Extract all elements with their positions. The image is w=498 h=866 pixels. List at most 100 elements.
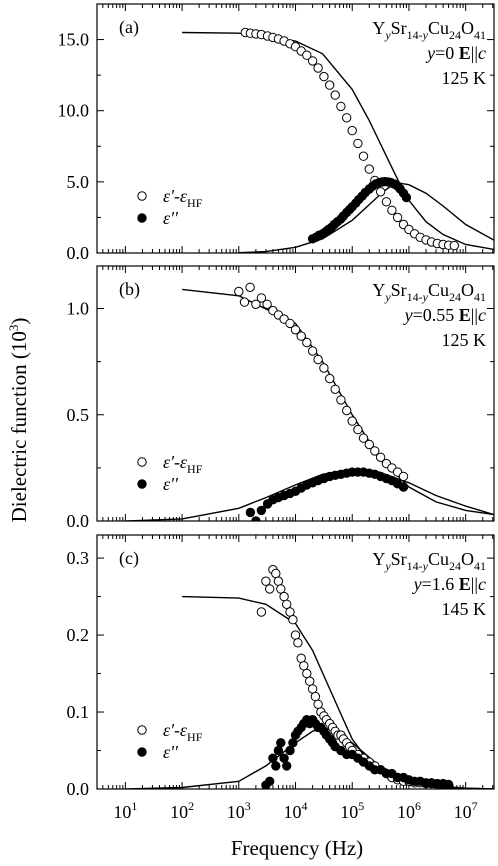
compound-sub-y2: y: [422, 559, 429, 573]
data-point-open: [358, 151, 369, 161]
data-point-open: [375, 187, 386, 197]
data-point-open: [279, 591, 289, 602]
x-tick-label: 106: [397, 799, 421, 822]
legend-real-main: ε'-ε: [163, 452, 188, 472]
data-point-filled: [279, 753, 289, 763]
data-point-filled: [265, 776, 275, 786]
data-point-open: [364, 164, 374, 174]
data-point-open: [251, 299, 261, 309]
y-axis-label-main: Dielectric function (10: [7, 331, 31, 522]
data-point-open: [336, 101, 346, 112]
data-point-open: [398, 471, 409, 482]
x-tick-label: 103: [227, 799, 251, 822]
data-point-open: [342, 113, 352, 123]
data-point-filled: [282, 761, 292, 771]
legend-imag-label: ε'': [163, 208, 179, 228]
data-point-open: [288, 615, 298, 625]
data-point-open: [256, 607, 267, 617]
data-point-filled: [401, 192, 412, 203]
y-tick-label: 0.2: [67, 625, 90, 645]
data-point-filled: [271, 761, 281, 771]
compound-Y: Y: [372, 18, 385, 38]
data-layer: [182, 27, 494, 253]
data-point-open: [313, 63, 323, 73]
data-point-open: [347, 416, 357, 426]
condition-var: y: [412, 574, 422, 594]
data-point-open: [330, 384, 340, 394]
y-tick-label: 15.0: [58, 30, 90, 50]
condition-vector: E: [459, 43, 471, 63]
x-tick-base: 10: [340, 802, 358, 822]
compound-Sr: Sr: [391, 280, 407, 300]
condition-vector: E: [459, 305, 471, 325]
y-axis-label-close: ): [7, 318, 31, 325]
legend-open-marker: [137, 725, 147, 735]
data-point-open: [296, 331, 306, 341]
condition-label: y=0.55 E||c: [403, 305, 486, 325]
data-point-open: [387, 205, 397, 216]
legend-filled-marker: [137, 213, 147, 223]
compound-label: YySr14-yCu24O41: [372, 549, 486, 573]
legend-real-sub: HF: [187, 462, 203, 476]
legend-real-label: ε'-εHF: [163, 720, 203, 744]
legend-open-marker: [137, 457, 147, 467]
y-tick-label: 0.0: [67, 779, 90, 799]
legend-real-label: ε'-εHF: [163, 186, 203, 210]
condition-label: y=0 E||c: [425, 43, 486, 63]
condition-value: =0.55: [413, 305, 459, 325]
data-point-open: [392, 212, 403, 223]
x-tick-base: 10: [170, 802, 188, 822]
x-tick-labels: 101 102 103 104 105 106 107: [113, 799, 477, 822]
condition-axis: c: [478, 305, 486, 325]
y-tick-label: 5.0: [67, 172, 90, 192]
compound-label: YySr14-yCu24O41: [372, 280, 486, 304]
data-point-filled: [245, 507, 256, 518]
condition-value: =0: [435, 43, 459, 63]
x-tick-exponent: 7: [472, 799, 478, 813]
data-point-open: [313, 354, 323, 365]
x-tick-exponent: 3: [245, 799, 251, 813]
x-tick-base: 10: [454, 802, 472, 822]
legend-imag-label: ε'': [163, 742, 179, 762]
condition-parallel: ||: [471, 305, 478, 325]
data-point-open: [302, 337, 312, 348]
fit-line-real: [182, 595, 494, 789]
x-tick-base: 10: [397, 802, 415, 822]
data-layer: [125, 282, 494, 521]
data-point-open: [358, 433, 369, 443]
y-tick-label: 0.3: [67, 548, 90, 568]
data-point-open: [353, 138, 363, 149]
data-point-filled: [398, 482, 409, 492]
y-tick-label: 0.0: [67, 243, 90, 263]
compound-sub-y: y: [384, 28, 391, 42]
compound-sub-14: 14-: [407, 290, 423, 304]
data-point-open: [273, 576, 284, 586]
condition-parallel: ||: [471, 43, 478, 63]
data-point-open: [302, 668, 312, 679]
data-point-open: [285, 318, 295, 329]
compound-Cu: Cu: [428, 280, 449, 300]
y-tick-label: 0.1: [67, 702, 90, 722]
data-point-open: [325, 373, 335, 384]
compound-sub-24: 24: [449, 28, 461, 42]
y-axis-label-exponent: 3: [6, 325, 21, 332]
legend-filled-marker: [137, 747, 147, 757]
compound-sub-41: 41: [474, 290, 486, 304]
fit-line-imaginary: [238, 182, 494, 253]
data-point-open: [234, 286, 244, 297]
data-point-open: [290, 630, 301, 640]
panel-label: (b): [119, 279, 140, 300]
data-point-filled: [268, 753, 278, 763]
panel-label: (a): [119, 17, 139, 38]
compound-Cu: Cu: [428, 549, 449, 569]
x-tick-label: 105: [340, 799, 364, 822]
compound-Sr: Sr: [391, 549, 407, 569]
data-point-open: [282, 599, 292, 609]
legend-real-main: ε'-ε: [163, 186, 188, 206]
panel-label: (c): [119, 548, 139, 569]
x-tick-exponent: 4: [302, 799, 308, 813]
compound-sub-24: 24: [449, 290, 461, 304]
temperature-label: 125 K: [442, 330, 487, 350]
data-point-open: [319, 71, 329, 82]
